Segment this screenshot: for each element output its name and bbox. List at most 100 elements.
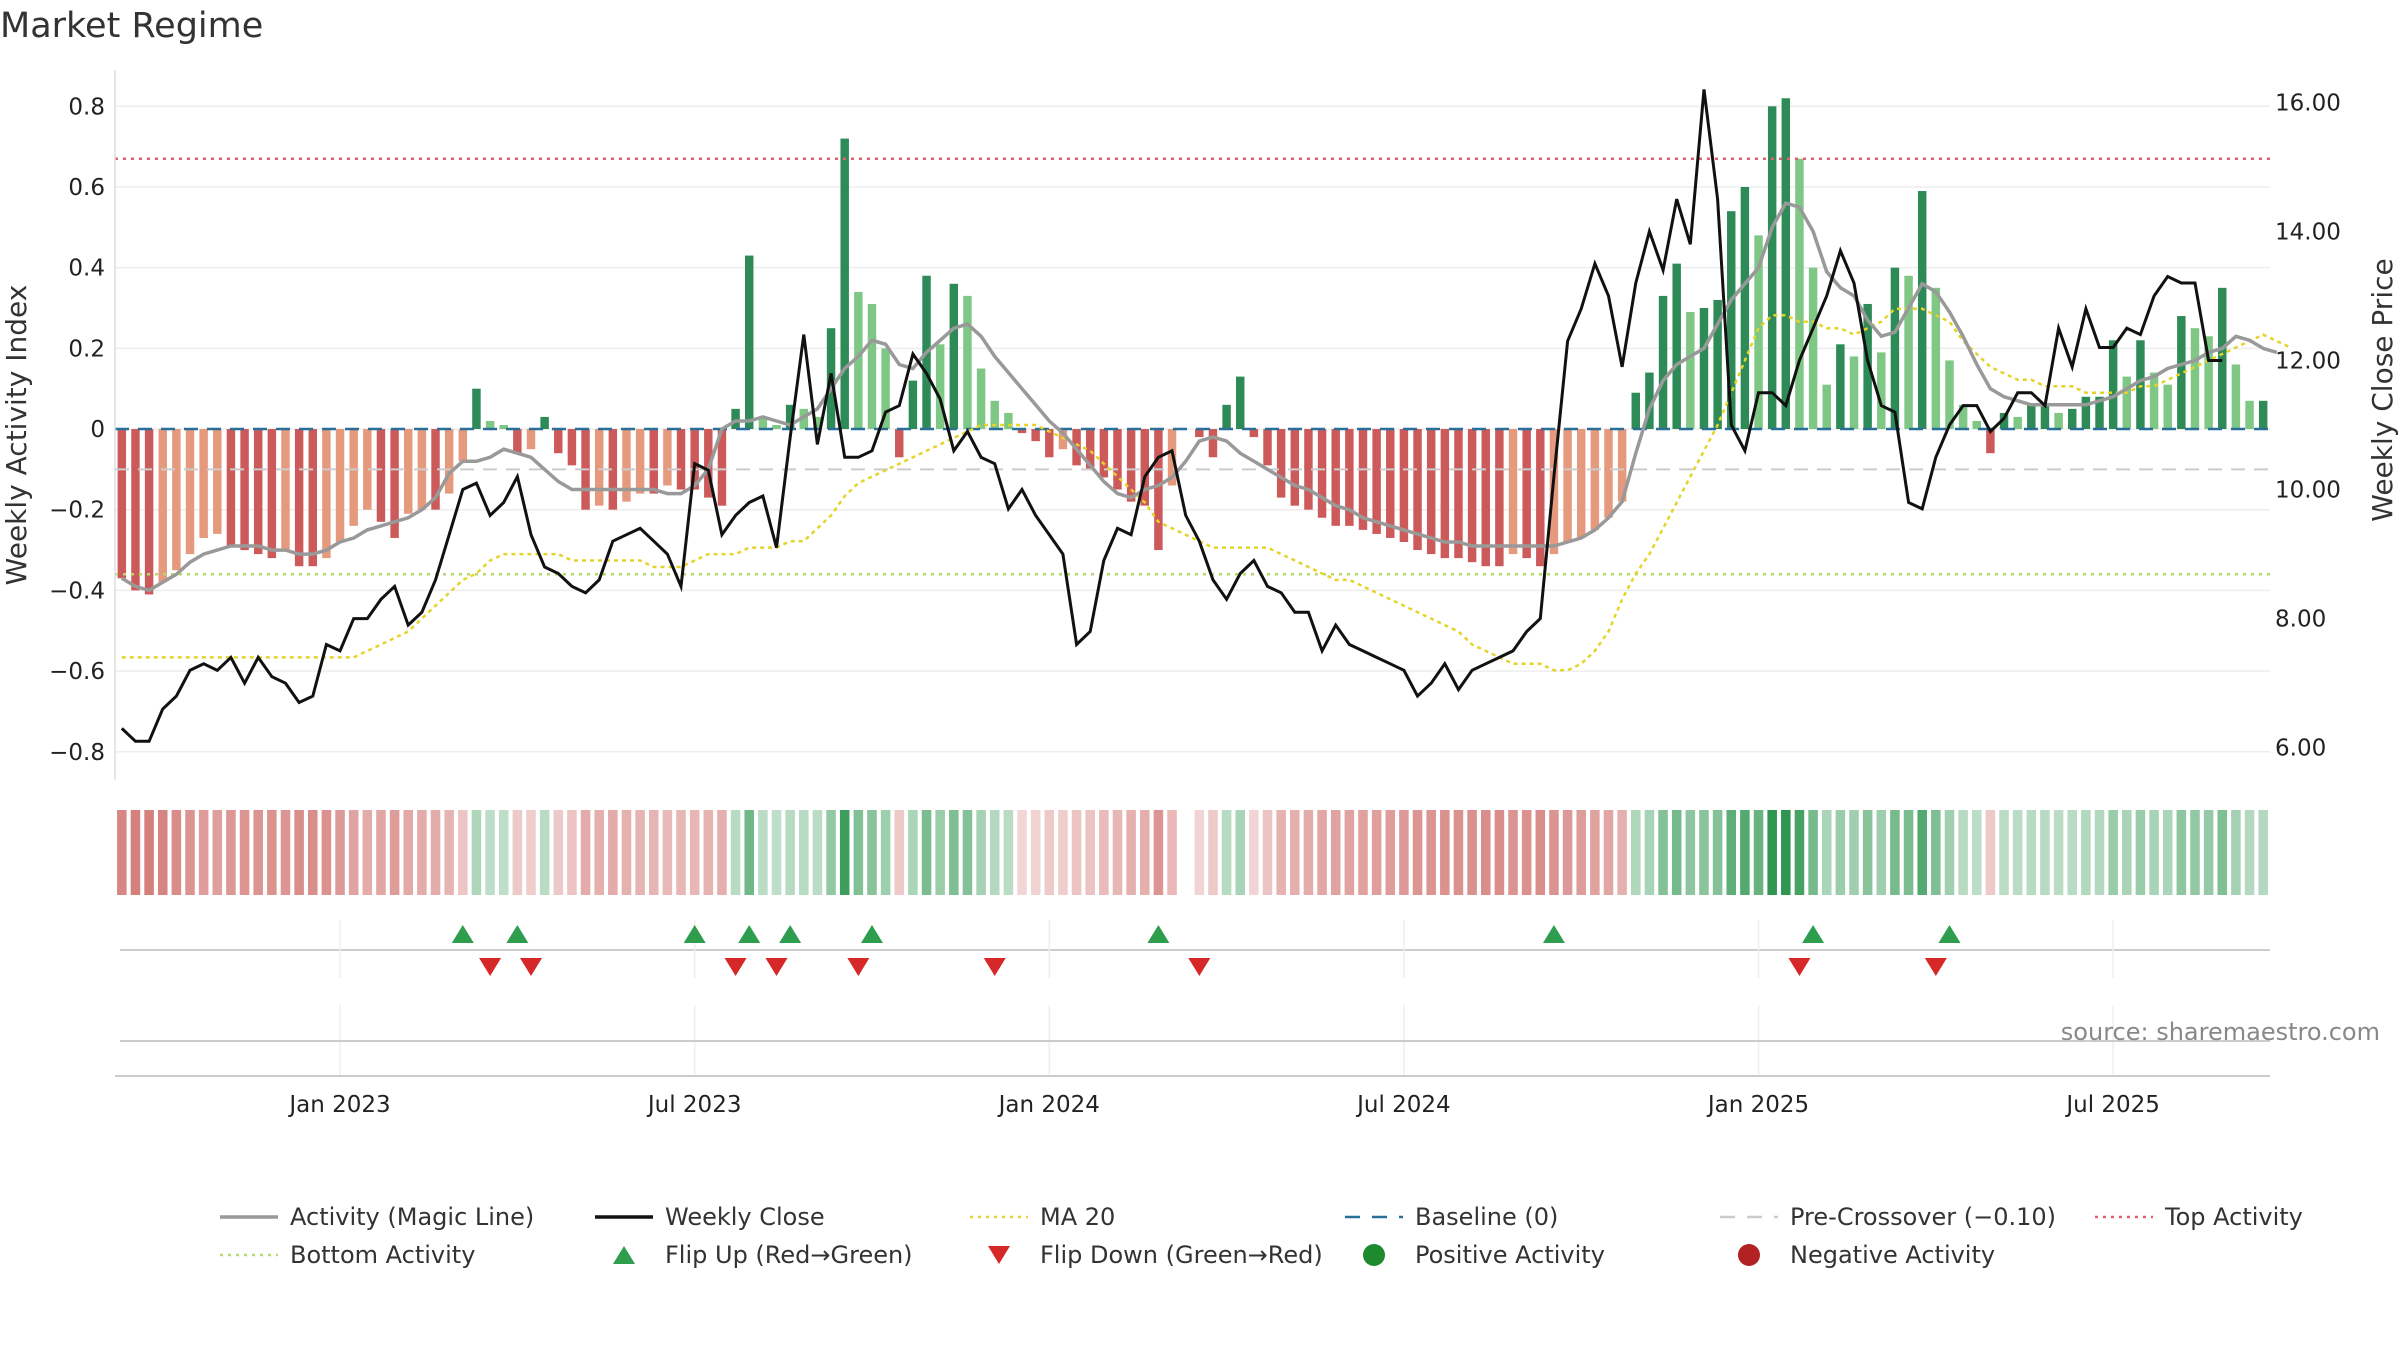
heat-cell (1767, 810, 1777, 895)
heat-cell (1030, 810, 1041, 895)
heat-cell (267, 810, 277, 895)
activity-bar (935, 344, 945, 430)
heat-cell (1617, 810, 1627, 895)
heat-cell (1099, 810, 1109, 895)
heat-cell (2258, 810, 2268, 895)
heat-cell (1494, 810, 1505, 895)
heat-cell (839, 810, 850, 895)
activity-bar (1931, 287, 1941, 430)
legend-label: Activity (Magic Line) (290, 1203, 534, 1231)
activity-bar (513, 429, 522, 454)
activity-bar (1645, 372, 1654, 430)
y-left-tick-label: 0.8 (68, 94, 105, 120)
legend-label: Baseline (0) (1415, 1203, 1558, 1231)
activity-bar (1045, 429, 1054, 458)
activity-bar (1686, 312, 1695, 430)
heat-cell (921, 810, 932, 895)
activity-bar (854, 291, 863, 430)
grid-lines (115, 105, 2270, 753)
activity-bar (1795, 158, 1804, 430)
activity-bar (976, 368, 986, 430)
activity-bar (1904, 275, 1913, 430)
x-tick-label: Jul 2024 (1355, 1092, 1451, 1118)
heat-cell (1071, 810, 1082, 895)
activity-bar (1345, 429, 1354, 526)
heat-cell (2067, 810, 2078, 895)
y-right-tick-label: 8.00 (2275, 607, 2326, 633)
flip-up-marker (779, 925, 802, 943)
heat-cell (1521, 810, 1532, 895)
activity-bar (1863, 303, 1872, 430)
heat-cell (1371, 810, 1382, 895)
legend-item: Baseline (0) (1345, 1203, 1558, 1231)
heat-cell (498, 810, 509, 895)
activity-bar (1099, 429, 1109, 478)
activity-bar (2136, 340, 2145, 430)
heat-cell (417, 810, 427, 895)
activity-bar (1972, 420, 1981, 430)
activity-bar (1481, 429, 1490, 567)
heat-cell (826, 810, 836, 895)
heat-cell (526, 810, 536, 895)
x-tick-label: Jan 2024 (997, 1092, 1100, 1118)
heat-cell (744, 810, 754, 895)
heat-cell (1576, 810, 1586, 895)
activity-bar (444, 429, 454, 494)
activity-bar (2122, 376, 2132, 430)
legend-triangle-down-swatch (988, 1246, 1010, 1264)
activity-bar (840, 138, 849, 430)
heat-cell (1262, 810, 1273, 895)
activity-bar (1986, 429, 1995, 454)
legend-label: Pre-Crossover (−0.10) (1790, 1203, 2056, 1231)
legend-item: Positive Activity (1363, 1241, 1605, 1269)
activity-bar (1113, 429, 1122, 490)
flip-down-marker (1188, 958, 1211, 976)
activity-bar (744, 255, 754, 430)
activity-bar (1604, 429, 1613, 518)
heat-cell (1740, 810, 1750, 895)
flip-down-marker (765, 958, 788, 976)
heat-cell (635, 810, 645, 895)
activity-bar (117, 429, 127, 579)
activity-bar (2218, 287, 2227, 430)
legend-circle-swatch (1363, 1244, 1385, 1266)
activity-bar (431, 429, 440, 510)
heat-cell (2203, 810, 2214, 895)
heat-cell (935, 810, 945, 895)
heat-cell (1644, 810, 1655, 895)
activity-bar (1522, 429, 1531, 559)
legend-item: Bottom Activity (220, 1241, 475, 1269)
heat-cell (1344, 810, 1355, 895)
activity-bar (758, 416, 768, 430)
heat-cell (949, 810, 959, 895)
heat-cell (1385, 810, 1396, 895)
activity-bar (1740, 186, 1750, 430)
activity-bar (949, 283, 959, 430)
heat-cell (2040, 810, 2050, 895)
heat-cell (1249, 810, 1259, 895)
activity-bar (895, 429, 904, 458)
x-tick-label: Jan 2023 (287, 1092, 390, 1118)
heat-cell (1467, 810, 1477, 895)
activity-bar (376, 429, 386, 522)
heat-cell (1358, 810, 1368, 895)
heat-cell (812, 810, 823, 895)
y-left-tick-label: 0.6 (68, 175, 105, 201)
activity-bar (799, 408, 809, 430)
legend-circle-swatch (1738, 1244, 1760, 1266)
heat-cell (1153, 810, 1164, 895)
activity-bar (1467, 429, 1477, 563)
activity-bar (567, 429, 577, 466)
heat-cell (2026, 810, 2037, 895)
activity-bar (1617, 429, 1627, 502)
flip-down-marker (724, 958, 747, 976)
heat-cell (771, 810, 782, 895)
activity-bar (2149, 372, 2159, 430)
activity-bar (226, 429, 236, 547)
activity-bar (1085, 429, 1095, 470)
legend-item: Pre-Crossover (−0.10) (1720, 1203, 2056, 1231)
heat-cell (1631, 810, 1641, 895)
heat-cell (1330, 810, 1341, 895)
heat-cell (1453, 810, 1464, 895)
heat-cell (2162, 810, 2173, 895)
